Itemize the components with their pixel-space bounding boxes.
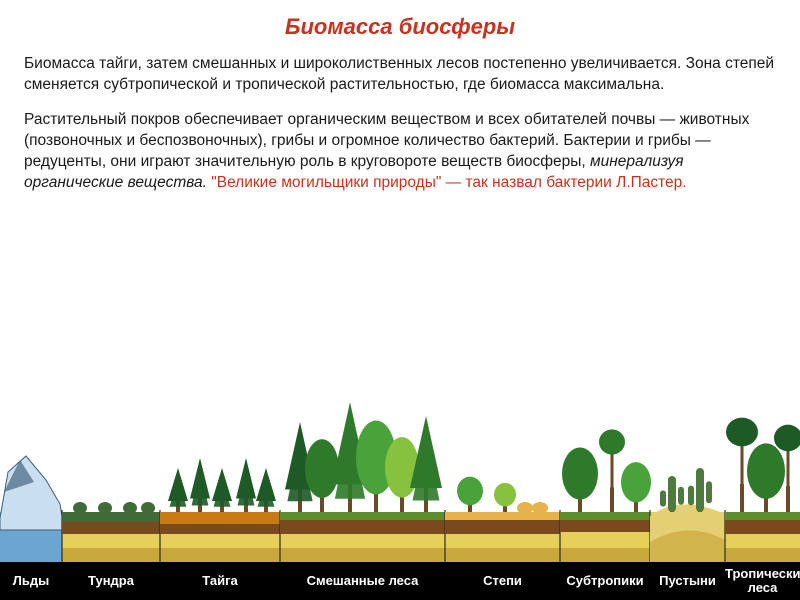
zone-label-tropic: Тропическиелеса (725, 567, 800, 594)
zone-label-subtrop: Субтропики (560, 574, 650, 588)
body-text: Биомасса тайги, затем смешанных и широко… (0, 48, 800, 194)
page-title: Биомасса биосферы (0, 0, 800, 48)
title-text: Биомасса биосферы (285, 14, 515, 39)
zone-label-tundra: Тундра (62, 574, 160, 588)
zone-label-steppe: Степи (445, 574, 560, 588)
p2-part-c-red: "Великие могильщики природы" — так назва… (207, 174, 687, 191)
paragraph-1: Биомасса тайги, затем смешанных и широко… (24, 54, 776, 96)
zone-label-taiga: Тайга (160, 574, 280, 588)
ground-svg (0, 370, 800, 562)
zone-label-ice: Льды (0, 574, 62, 588)
biome-diagram: ЛьдыТундраТайгаСмешанные лесаСтепиСубтро… (0, 370, 800, 600)
zone-label-desert: Пустыни (650, 574, 725, 588)
biome-labels-bar: ЛьдыТундраТайгаСмешанные лесаСтепиСубтро… (0, 562, 800, 600)
diagram-terrain (0, 370, 800, 562)
paragraph-2: Растительный покров обеспечивает органич… (24, 110, 776, 194)
zone-label-mixed: Смешанные леса (280, 574, 445, 588)
